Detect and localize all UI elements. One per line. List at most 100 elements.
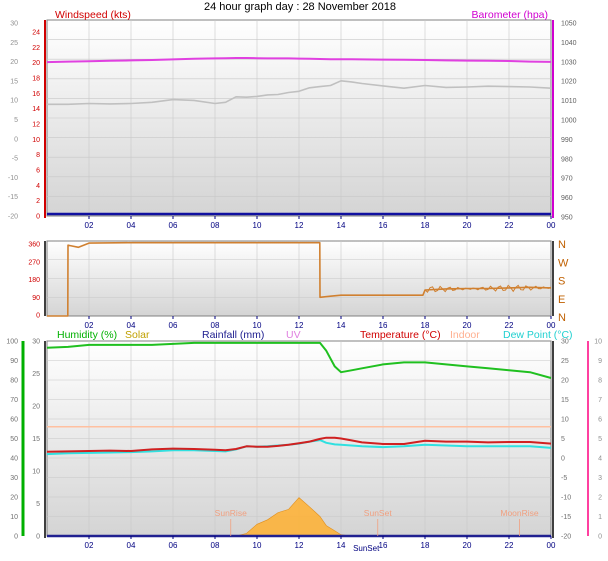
temperature-tick: 5 bbox=[561, 436, 565, 443]
temperature-tick: -20 bbox=[561, 534, 571, 541]
panel-thermo-xtick-label: 14 bbox=[337, 541, 346, 550]
humidity-label: Humidity (%) bbox=[57, 329, 117, 341]
humidity-line bbox=[46, 341, 552, 379]
temperature-tick: 20 bbox=[561, 378, 569, 385]
panel-wind-xtick-label: 14 bbox=[337, 221, 346, 230]
direction-tick: 360 bbox=[28, 242, 40, 249]
barometer-tick: 1010 bbox=[561, 98, 577, 105]
windspeed-outer-tick: -15 bbox=[8, 194, 18, 201]
panel-wind-xtick-label: 08 bbox=[211, 221, 220, 230]
humidity-tick: 90 bbox=[10, 358, 18, 365]
panel-thermo-xtick-label: 02 bbox=[85, 541, 94, 550]
direction-tick: 0 bbox=[36, 313, 40, 320]
panel-direction-xtick-label: 00 bbox=[547, 321, 556, 330]
windspeed-tick: 4 bbox=[36, 183, 40, 190]
compass-tick: W bbox=[558, 257, 569, 269]
barometer-tick: 1040 bbox=[561, 40, 577, 47]
panel-thermo-xtick-label: 06 bbox=[169, 541, 178, 550]
solar-tick: 15 bbox=[32, 436, 40, 443]
dewpoint-label: Dew Point (°C) bbox=[503, 329, 573, 341]
humidity-tick: 10 bbox=[10, 514, 18, 521]
windspeed-tick: 22 bbox=[32, 45, 40, 52]
windspeed-tick: 16 bbox=[32, 91, 40, 98]
wind-direction-variation-line bbox=[424, 284, 552, 294]
panel-direction-xtick-label: 14 bbox=[337, 321, 346, 330]
panel-direction-xtick-label: 12 bbox=[295, 321, 304, 330]
uv-tick: 5 bbox=[598, 436, 602, 443]
humidity-tick: 40 bbox=[10, 456, 18, 463]
uv-label: UV bbox=[286, 329, 301, 341]
solar-label: Solar bbox=[125, 329, 150, 341]
panel-direction-xtick-label: 20 bbox=[463, 321, 472, 330]
solar-tick: 20 bbox=[32, 404, 40, 411]
sunset-axis-label: SunSet bbox=[353, 544, 380, 553]
panel-wind-xtick-label: 00 bbox=[547, 221, 556, 230]
uv-tick: 8 bbox=[598, 378, 602, 385]
temperature-tick: 30 bbox=[561, 339, 569, 346]
windspeed-outer-tick: -20 bbox=[8, 214, 18, 221]
windspeed-tick: 10 bbox=[32, 137, 40, 144]
panel-thermo-xtick-label: 16 bbox=[379, 541, 388, 550]
windspeed-tick: 0 bbox=[36, 214, 40, 221]
windspeed-axis-label: Windspeed (kts) bbox=[55, 9, 131, 21]
panel-thermo-xtick-label: 22 bbox=[505, 541, 514, 550]
barometer-line bbox=[46, 57, 552, 64]
compass-tick: N bbox=[558, 312, 566, 324]
direction-tick: 270 bbox=[28, 259, 40, 266]
windspeed-outer-tick: 10 bbox=[10, 98, 18, 105]
panel-thermo-xtick-label: 00 bbox=[547, 541, 556, 550]
barometer-tick: 990 bbox=[561, 137, 573, 144]
solar-tick: 25 bbox=[32, 371, 40, 378]
panel-wind-xtick-label: 22 bbox=[505, 221, 514, 230]
windspeed-outer-tick: 20 bbox=[10, 59, 18, 66]
panel-direction-xtick-label: 22 bbox=[505, 321, 514, 330]
temperature-tick: -15 bbox=[561, 514, 571, 521]
windspeed-tick: 24 bbox=[32, 30, 40, 37]
barometer-tick: 950 bbox=[561, 215, 573, 222]
panel-wind-xtick-label: 12 bbox=[295, 221, 304, 230]
barometer-tick: 970 bbox=[561, 176, 573, 183]
temperature-label: Temperature (°C) bbox=[360, 329, 441, 341]
windspeed-outer-tick: 30 bbox=[10, 21, 18, 28]
panel-direction-xtick-label: 08 bbox=[211, 321, 220, 330]
barometer-tick: 980 bbox=[561, 156, 573, 163]
panel-thermo-xtick-label: 18 bbox=[421, 541, 430, 550]
barometer-tick: 1030 bbox=[561, 59, 577, 66]
compass-tick: E bbox=[558, 294, 565, 306]
rainfall-label: Rainfall (mm) bbox=[202, 329, 264, 341]
panel-wind-xtick-label: 16 bbox=[379, 221, 388, 230]
uv-tick: 3 bbox=[598, 475, 602, 482]
barometer-tick: 1020 bbox=[561, 79, 577, 86]
humidity-tick: 60 bbox=[10, 417, 18, 424]
windspeed-outer-tick: -10 bbox=[8, 175, 18, 182]
sunrise-label: SunRise bbox=[215, 508, 247, 518]
panel-thermo-xtick-label: 12 bbox=[295, 541, 304, 550]
windspeed-outer-tick: 5 bbox=[14, 117, 18, 124]
humidity-tick: 70 bbox=[10, 397, 18, 404]
panel-direction-xtick-label: 16 bbox=[379, 321, 388, 330]
chart-title: 24 hour graph day : 28 November 2018 bbox=[204, 1, 396, 13]
compass-tick: N bbox=[558, 239, 566, 251]
compass-tick: S bbox=[558, 276, 565, 288]
panel-direction-xtick-label: 18 bbox=[421, 321, 430, 330]
panel-wind-xtick-label: 20 bbox=[463, 221, 472, 230]
humidity-tick: 80 bbox=[10, 378, 18, 385]
windspeed-line bbox=[47, 80, 552, 106]
panel-wind-xtick-label: 04 bbox=[127, 221, 136, 230]
temperature-tick: 15 bbox=[561, 397, 569, 404]
barometer-tick: 1000 bbox=[561, 118, 577, 125]
wind-direction-line bbox=[47, 241, 552, 317]
panel-thermo-xtick-label: 08 bbox=[211, 541, 220, 550]
windspeed-tick: 14 bbox=[32, 106, 40, 113]
windspeed-outer-tick: 15 bbox=[10, 78, 18, 85]
barometer-axis-label: Barometer (hpa) bbox=[472, 9, 548, 21]
humidity-tick: 0 bbox=[14, 534, 18, 541]
panel-direction-xtick-label: 04 bbox=[127, 321, 136, 330]
humidity-tick: 30 bbox=[10, 475, 18, 482]
panel-wind-xtick-label: 02 bbox=[85, 221, 94, 230]
uv-tick: 4 bbox=[598, 456, 602, 463]
windspeed-tick: 12 bbox=[32, 122, 40, 129]
panel-thermo-xtick-label: 20 bbox=[463, 541, 472, 550]
barometer-tick: 1050 bbox=[561, 21, 577, 28]
uv-tick: 6 bbox=[598, 417, 602, 424]
